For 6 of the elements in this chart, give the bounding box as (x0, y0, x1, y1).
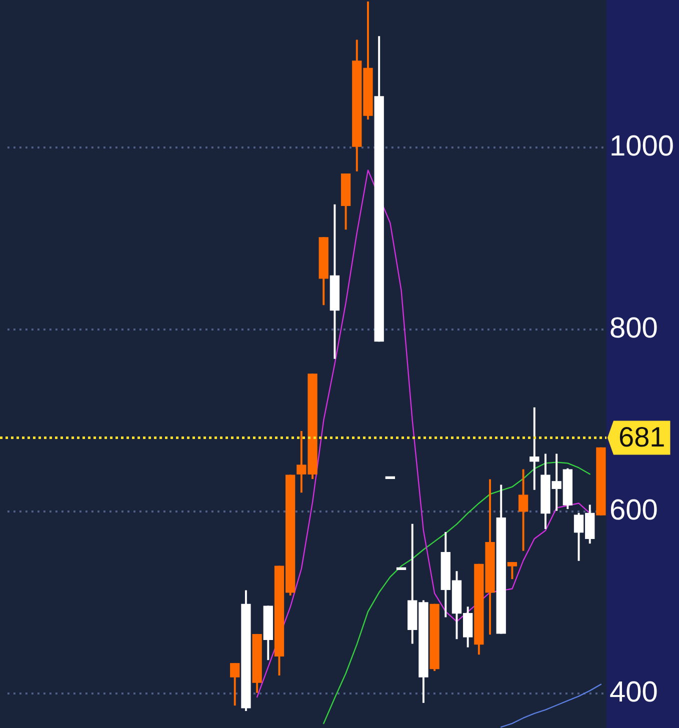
y-tick-label: 400 (610, 676, 658, 708)
y-tick-label: 800 (610, 312, 658, 344)
ref-line-label: 681 (618, 421, 666, 452)
candlestick (530, 407, 540, 490)
y-tick-label: 600 (610, 494, 658, 526)
y-tick-label: 1000 (610, 130, 674, 162)
